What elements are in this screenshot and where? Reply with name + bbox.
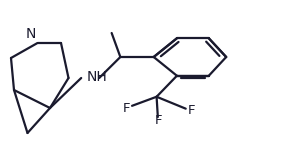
Text: F: F	[122, 102, 130, 114]
Text: N: N	[26, 27, 36, 42]
Text: F: F	[154, 114, 162, 127]
Text: F: F	[188, 105, 195, 117]
Text: NH: NH	[87, 70, 108, 84]
